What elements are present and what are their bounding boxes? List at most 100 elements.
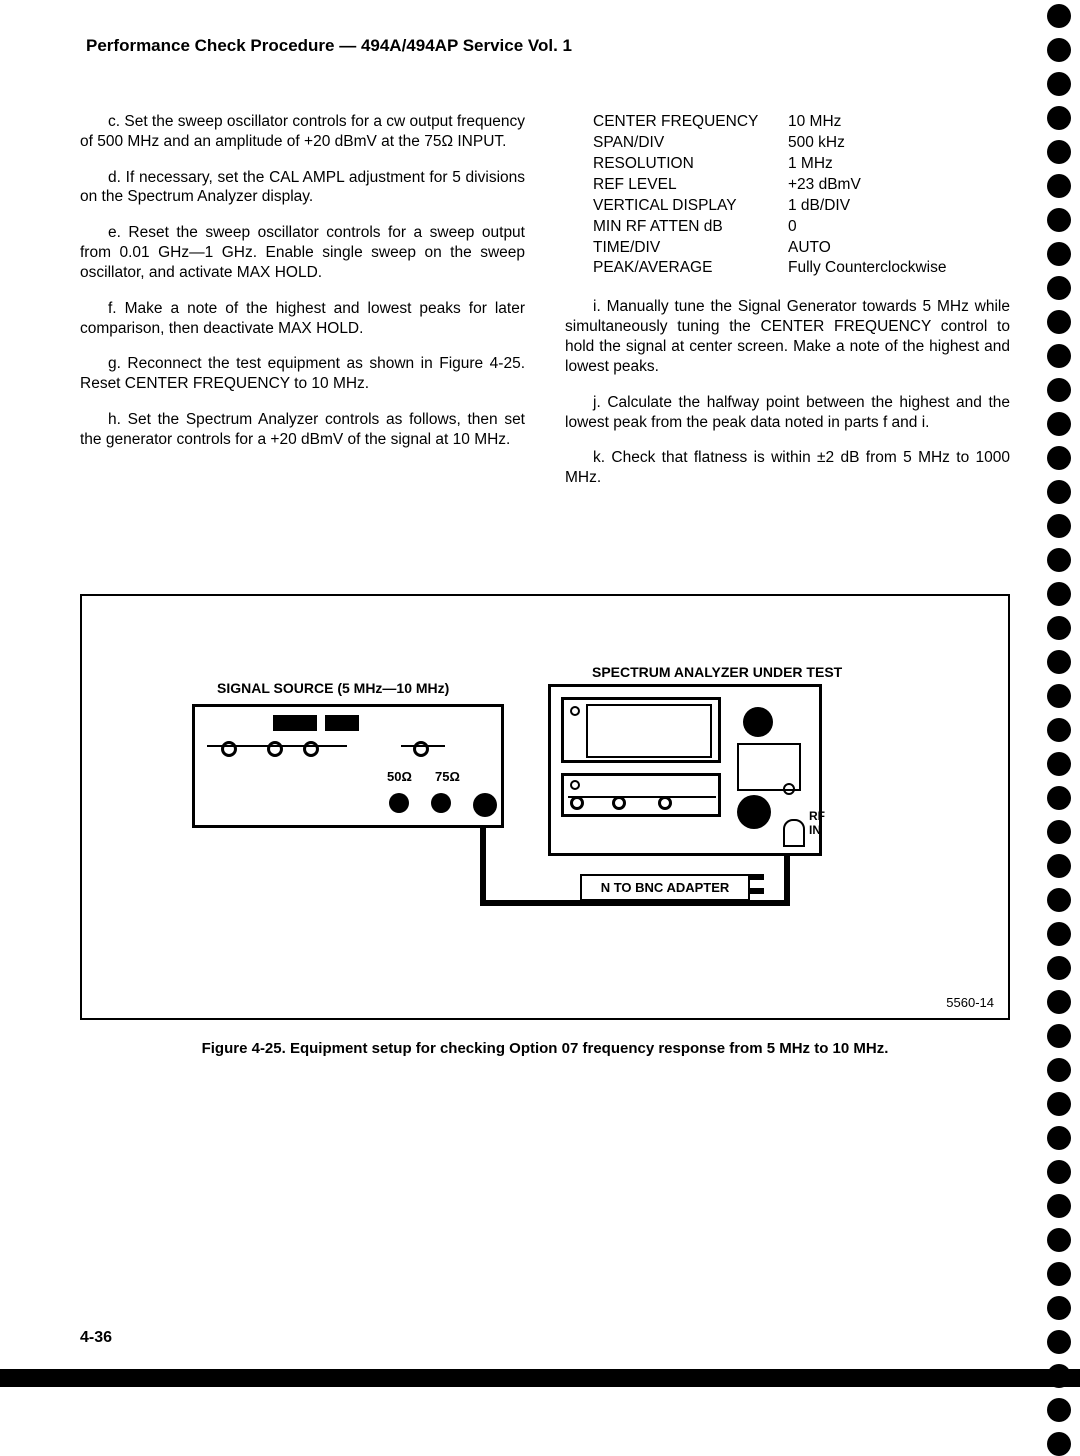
bottom-scan-bar	[0, 1369, 1080, 1387]
output-connector-icon	[473, 793, 497, 817]
binding-hole-icon	[1047, 956, 1071, 980]
body-paragraph: g. Reconnect the test equipment as shown…	[80, 354, 525, 394]
body-paragraph: e. Reset the sweep oscillator controls f…	[80, 223, 525, 282]
binding-hole-icon	[1047, 1194, 1071, 1218]
binding-hole-icon	[1047, 820, 1071, 844]
adapter-label-box: N TO BNC ADAPTER	[580, 874, 750, 901]
binding-hole-icon	[1047, 650, 1071, 674]
impedance-50-label: 50Ω	[387, 769, 412, 784]
display-block	[273, 715, 317, 731]
settings-value: 0	[788, 217, 1010, 238]
crt-screen	[561, 697, 721, 763]
body-paragraph: i. Manually tune the Signal Generator to…	[565, 297, 1010, 376]
body-paragraph: d. If necessary, set the CAL AMPL adjust…	[80, 168, 525, 208]
settings-value: 1 MHz	[788, 154, 1010, 175]
settings-row: SPAN/DIV500 kHz	[593, 133, 1010, 154]
binding-hole-icon	[1047, 4, 1071, 28]
signal-source-label: SIGNAL SOURCE (5 MHz—10 MHz)	[217, 680, 449, 696]
indicator-icon	[570, 706, 580, 716]
binding-hole-icon	[1047, 38, 1071, 62]
binding-hole-icon	[1047, 1330, 1071, 1354]
settings-label: VERTICAL DISPLAY	[593, 196, 788, 217]
binding-hole-icon	[1047, 718, 1071, 742]
settings-value: +23 dBmV	[788, 175, 1010, 196]
settings-row: TIME/DIVAUTO	[593, 238, 1010, 259]
cable-stub	[750, 874, 764, 880]
control-panel	[561, 773, 721, 817]
page-number: 4-36	[80, 1329, 112, 1347]
settings-row: MIN RF ATTEN dB0	[593, 217, 1010, 238]
divider-line	[401, 745, 445, 747]
binding-hole-icon	[1047, 344, 1071, 368]
binding-hole-icon	[1047, 174, 1071, 198]
binding-hole-icon	[1047, 1126, 1071, 1150]
settings-label: PEAK/AVERAGE	[593, 258, 788, 279]
settings-row: REF LEVEL+23 dBmV	[593, 175, 1010, 196]
binding-hole-icon	[1047, 786, 1071, 810]
binding-hole-icon	[1047, 1092, 1071, 1116]
analyzer-label: SPECTRUM ANALYZER UNDER TEST	[592, 664, 842, 680]
settings-label: MIN RF ATTEN dB	[593, 217, 788, 238]
binding-hole-icon	[1047, 1058, 1071, 1082]
knob-icon	[267, 741, 283, 757]
settings-row: RESOLUTION1 MHz	[593, 154, 1010, 175]
binding-hole-icon	[1047, 412, 1071, 436]
binding-hole-icon	[1047, 140, 1071, 164]
binding-hole-icon	[1047, 310, 1071, 334]
signal-source-box: 50Ω 75Ω	[192, 704, 504, 828]
binding-hole-icon	[1047, 684, 1071, 708]
knob-icon	[570, 796, 584, 810]
binding-hole-icon	[1047, 752, 1071, 776]
binding-hole-icon	[1047, 922, 1071, 946]
settings-label: TIME/DIV	[593, 238, 788, 259]
divider-line	[207, 745, 347, 747]
binding-hole-icon	[1047, 1432, 1071, 1456]
knob-icon	[221, 741, 237, 757]
cable-stub	[750, 888, 764, 894]
cable-segment	[480, 828, 486, 906]
binding-hole-icon	[1047, 208, 1071, 232]
rf-in-connector	[783, 819, 805, 847]
knob-icon	[612, 796, 626, 810]
analyzer-box: RF IN	[548, 684, 822, 856]
figure-caption: Figure 4-25. Equipment setup for checkin…	[80, 1040, 1010, 1057]
settings-label: REF LEVEL	[593, 175, 788, 196]
binding-hole-icon	[1047, 854, 1071, 878]
body-paragraph: h. Set the Spectrum Analyzer controls as…	[80, 410, 525, 450]
binding-hole-icon	[1047, 276, 1071, 300]
indicator-icon	[570, 780, 580, 790]
settings-label: CENTER FREQUENCY	[593, 112, 788, 133]
binding-hole-icon	[1047, 1228, 1071, 1252]
settings-label: SPAN/DIV	[593, 133, 788, 154]
display-block	[325, 715, 359, 731]
divider-line	[568, 796, 716, 798]
knob-icon	[743, 707, 773, 737]
binding-hole-icon	[1047, 1024, 1071, 1048]
binding-hole-icon	[1047, 548, 1071, 572]
settings-value: 1 dB/DIV	[788, 196, 1010, 217]
figure-box: SIGNAL SOURCE (5 MHz—10 MHz) SPECTRUM AN…	[80, 594, 1010, 1020]
binding-hole-icon	[1047, 378, 1071, 402]
settings-row: VERTICAL DISPLAY1 dB/DIV	[593, 196, 1010, 217]
settings-value: 10 MHz	[788, 112, 1010, 133]
settings-label: RESOLUTION	[593, 154, 788, 175]
body-paragraph: j. Calculate the halfway point between t…	[565, 393, 1010, 433]
binding-hole-icon	[1047, 1160, 1071, 1184]
body-paragraph: k. Check that flatness is within ±2 dB f…	[565, 448, 1010, 488]
knob-icon	[737, 795, 771, 829]
indicator-icon	[783, 783, 795, 795]
impedance-75-label: 75Ω	[435, 769, 460, 784]
figure-number: 5560-14	[946, 995, 994, 1010]
binding-dots	[1044, 0, 1074, 1456]
knob-icon	[413, 741, 429, 757]
settings-row: PEAK/AVERAGEFully Counterclockwise	[593, 258, 1010, 279]
connector-icon	[431, 793, 451, 813]
settings-row: CENTER FREQUENCY10 MHz	[593, 112, 1010, 133]
knob-icon	[303, 741, 319, 757]
binding-hole-icon	[1047, 1296, 1071, 1320]
body-paragraph: c. Set the sweep oscillator controls for…	[80, 112, 525, 152]
settings-value: 500 kHz	[788, 133, 1010, 154]
binding-hole-icon	[1047, 242, 1071, 266]
binding-hole-icon	[1047, 616, 1071, 640]
settings-table: CENTER FREQUENCY10 MHzSPAN/DIV500 kHzRES…	[565, 112, 1010, 279]
